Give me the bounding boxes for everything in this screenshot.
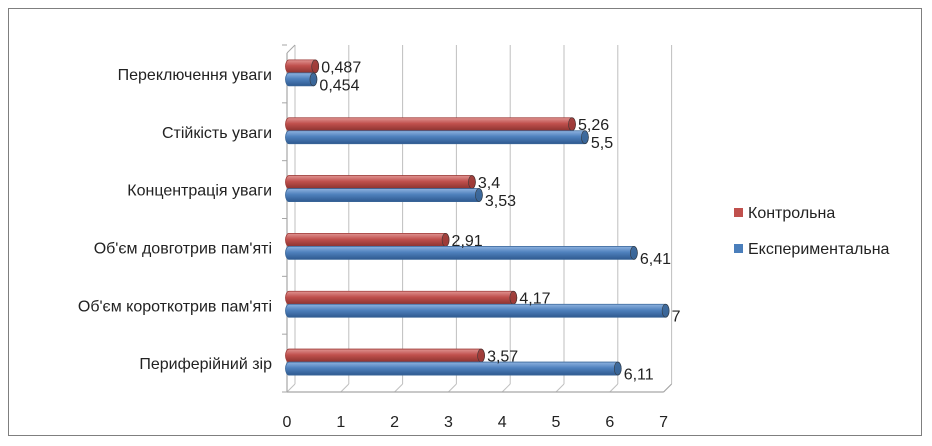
category-label: Об'єм довготрив пам'яті xyxy=(94,240,272,257)
data-label-kontrolna: 2,91 xyxy=(452,233,483,250)
x-tick-label: 6 xyxy=(605,414,614,431)
x-tick-label: 7 xyxy=(659,414,668,431)
data-label-kontrolna: 5,26 xyxy=(578,117,609,134)
bar-kontrolna xyxy=(285,59,320,74)
bar-kontrolna xyxy=(285,290,518,305)
x-tick-label: 0 xyxy=(283,414,292,431)
data-label-eksperymentalna: 6,11 xyxy=(624,367,654,384)
floor-edge xyxy=(663,383,672,393)
data-label-kontrolna: 0,487 xyxy=(321,59,361,76)
bar-kontrolna xyxy=(285,117,576,132)
floor-gridline xyxy=(394,383,403,393)
x-tick-label: 2 xyxy=(390,414,399,431)
data-label-eksperymentalna: 0,454 xyxy=(319,77,359,94)
legend-label: Контрольна xyxy=(748,205,835,222)
bar-eksperymentalna xyxy=(285,245,638,260)
category-label: Стійкість уваги xyxy=(162,125,272,142)
data-label-kontrolna: 3,4 xyxy=(478,175,500,192)
x-tick-label: 4 xyxy=(498,414,507,431)
bar-eksperymentalna xyxy=(285,72,318,87)
x-tick-label: 3 xyxy=(444,414,453,431)
bar-eksperymentalna xyxy=(285,188,483,202)
label-layer: 0 1 2 3 4 5 6 7 Периферійний зір 3,57 6,11 Об'єм ко… xyxy=(78,59,681,431)
data-label-kontrolna: 4,17 xyxy=(519,291,550,308)
wall-edge xyxy=(286,44,296,54)
bar-kontrolna xyxy=(285,348,485,363)
data-label-eksperymentalna: 7 xyxy=(672,309,681,326)
bar-kontrolna xyxy=(285,232,450,247)
bar-eksperymentalna xyxy=(285,361,622,376)
legend-label: Експериментальна xyxy=(748,241,890,258)
bar-eksperymentalna xyxy=(285,303,670,318)
legend: Контрольна Експериментальна xyxy=(734,205,890,258)
category-label: Концентрація уваги xyxy=(127,183,272,200)
floor-gridline xyxy=(340,383,350,393)
data-label-eksperymentalna: 6,41 xyxy=(640,251,671,268)
bar-kontrolna xyxy=(285,175,476,189)
data-label-kontrolna: 3,57 xyxy=(487,349,518,366)
x-tick-label: 5 xyxy=(552,414,561,431)
bar-eksperymentalna xyxy=(285,130,589,145)
floor-gridline xyxy=(609,383,619,393)
floor-gridline xyxy=(501,383,511,393)
bar-layer xyxy=(285,59,670,376)
category-label: Периферійний зір xyxy=(139,356,272,373)
category-label: Переключення уваги xyxy=(118,67,272,84)
data-label-eksperymentalna: 5,5 xyxy=(591,135,613,152)
floor-gridline xyxy=(286,383,296,393)
category-label: Об'єм короткотрив пам'яті xyxy=(78,298,272,315)
data-label-eksperymentalna: 3,53 xyxy=(485,193,516,210)
grid-layer xyxy=(282,44,673,393)
legend-swatch xyxy=(734,208,743,217)
legend-swatch xyxy=(734,244,743,253)
x-tick-label: 1 xyxy=(336,414,345,431)
floor-gridline xyxy=(448,383,457,393)
floor-gridline xyxy=(555,383,565,393)
